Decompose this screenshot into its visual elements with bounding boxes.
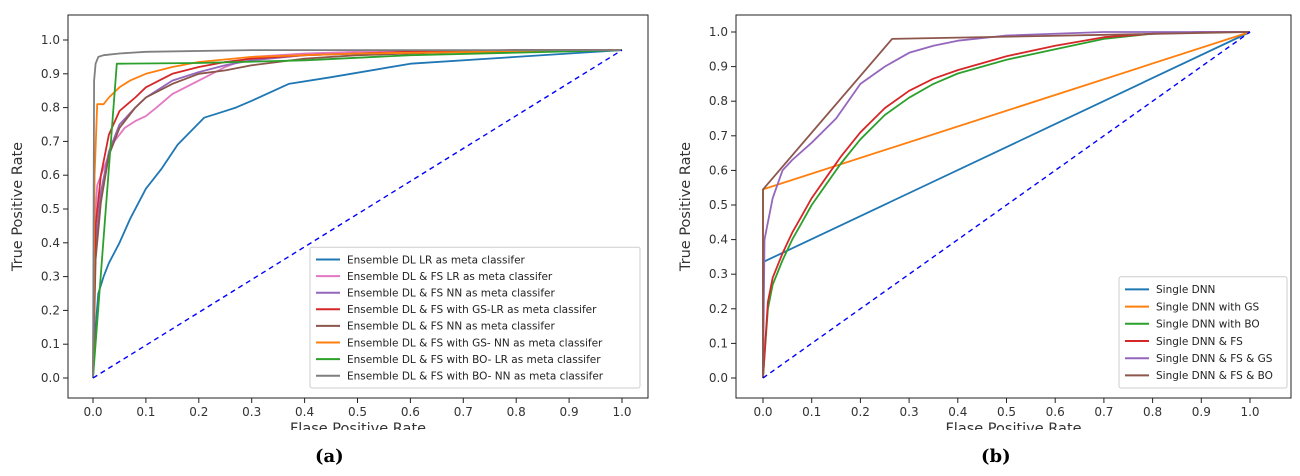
legend-entry: Ensemble DL & FS NN as meta classifer: [347, 288, 555, 300]
roc-chart-b: 0.0 0.1 0.2 0.3 0.4 0.5 0.6 0.7 0.8 0.9 1.0 0.0 0.1 0…: [678, 14, 1292, 430]
legend-entry: Ensemble DL & FS LR as meta classifer: [347, 271, 553, 283]
legend-entry: Ensemble DL & FS with GS-LR as meta clas…: [347, 304, 597, 316]
legend-box: [309, 246, 641, 389]
y-tick-label: 0.9: [41, 67, 60, 81]
y-tick-label: 0.3: [709, 267, 728, 281]
x-tick-label: 0.2: [851, 405, 870, 419]
series-line-6: [92, 49, 623, 379]
y-tick-label: 0.8: [41, 101, 60, 115]
y-tick-label: 0.3: [41, 270, 60, 284]
series-line-5: [92, 49, 622, 379]
legend-box: [1118, 276, 1288, 389]
x-tick-label: 0.8: [1143, 405, 1162, 419]
x-tick-label: 0.5: [348, 405, 367, 419]
series-line-4: [762, 31, 1250, 379]
x-tick-label: 0.6: [401, 405, 420, 419]
legend-entry: Single DNN & FS & GS: [1156, 353, 1273, 365]
x-tick-label: 0.9: [560, 405, 579, 419]
series-line-5: [762, 31, 1250, 379]
x-tick-label: 0.8: [507, 405, 526, 419]
y-tick-label: 0.4: [41, 236, 60, 250]
y-tick-label: 0.2: [709, 302, 728, 316]
legend-entry: Ensemble DL LR as meta classifer: [347, 254, 526, 266]
x-tick-label: 0.6: [1046, 405, 1065, 419]
y-tick-label: 0.8: [709, 94, 728, 108]
y-tick-label: 0.7: [41, 134, 60, 148]
y-tick-label: 0.0: [709, 371, 728, 385]
legend-entry: Single DNN & FS: [1156, 336, 1243, 348]
y-tick-label: 0.0: [41, 371, 60, 385]
x-tick-label: 0.7: [1094, 405, 1113, 419]
x-tick-label: 0.9: [1192, 405, 1211, 419]
x-tick-label: 0.5: [997, 405, 1016, 419]
series-line-7: [92, 49, 623, 379]
legend-entry: Ensemble DL & FS NN as meta classifer: [347, 321, 555, 333]
x-tick-label: 0.4: [295, 405, 314, 419]
x-tick-label: 0.1: [136, 405, 155, 419]
series-line-8: [92, 49, 622, 379]
series-line-3: [762, 31, 1250, 379]
x-tick-label: 0.0: [753, 405, 772, 419]
chance-line: [762, 31, 1251, 379]
y-tick-label: 1.0: [709, 25, 728, 39]
y-tick-label: 0.7: [709, 129, 728, 143]
roc-chart-a: 0.0 0.1 0.2 0.3 0.4 0.5 0.6 0.7 0.8 0.9 1.0 0.0 0.1 0…: [10, 14, 649, 430]
x-tick-label: 0.7: [454, 405, 473, 419]
x-axis-label: Flase Positive Rate: [945, 421, 1081, 430]
legend-entry: Single DNN & FS & BO: [1156, 370, 1273, 382]
x-tick-label: 0.0: [83, 405, 102, 419]
series-line-1: [92, 49, 623, 379]
y-tick-label: 1.0: [41, 33, 60, 47]
y-tick-label: 0.2: [41, 303, 60, 317]
y-axis-label: True Positive Rate: [678, 142, 694, 272]
panel-label-b: (b): [981, 446, 1011, 467]
chance-line: [92, 49, 623, 379]
x-tick-label: 0.2: [189, 405, 208, 419]
x-tick-label: 0.4: [948, 405, 967, 419]
y-tick-label: 0.5: [41, 202, 60, 216]
series-line-6: [762, 31, 1251, 378]
legend-entry: Ensemble DL & FS with BO- NN as meta cla…: [347, 371, 604, 383]
legend-entry: Single DNN with BO: [1156, 319, 1260, 331]
y-tick-label: 0.6: [709, 163, 728, 177]
x-tick-label: 0.1: [802, 405, 821, 419]
x-tick-label: 1.0: [1240, 405, 1259, 419]
y-tick-label: 0.1: [41, 337, 60, 351]
panel-label-a: (a): [315, 446, 344, 467]
legend-entry: Ensemble DL & FS with BO- LR as meta cla…: [347, 354, 601, 366]
y-axis-label: True Positive Rate: [10, 142, 26, 272]
y-tick-label: 0.5: [709, 198, 728, 212]
x-tick-label: 0.3: [900, 405, 919, 419]
x-tick-label: 1.0: [612, 405, 631, 419]
x-tick-label: 0.3: [242, 405, 261, 419]
y-tick-label: 0.4: [709, 233, 728, 247]
x-axis-label: Flase Positive Rate: [290, 421, 426, 430]
y-tick-label: 0.6: [41, 168, 60, 182]
legend-entry: Ensemble DL & FS with GS- NN as meta cla…: [347, 337, 603, 349]
legend-entry: Single DNN: [1156, 284, 1215, 296]
y-tick-label: 0.9: [709, 60, 728, 74]
legend-entry: Single DNN with GS: [1156, 301, 1259, 313]
y-tick-label: 0.1: [709, 336, 728, 350]
